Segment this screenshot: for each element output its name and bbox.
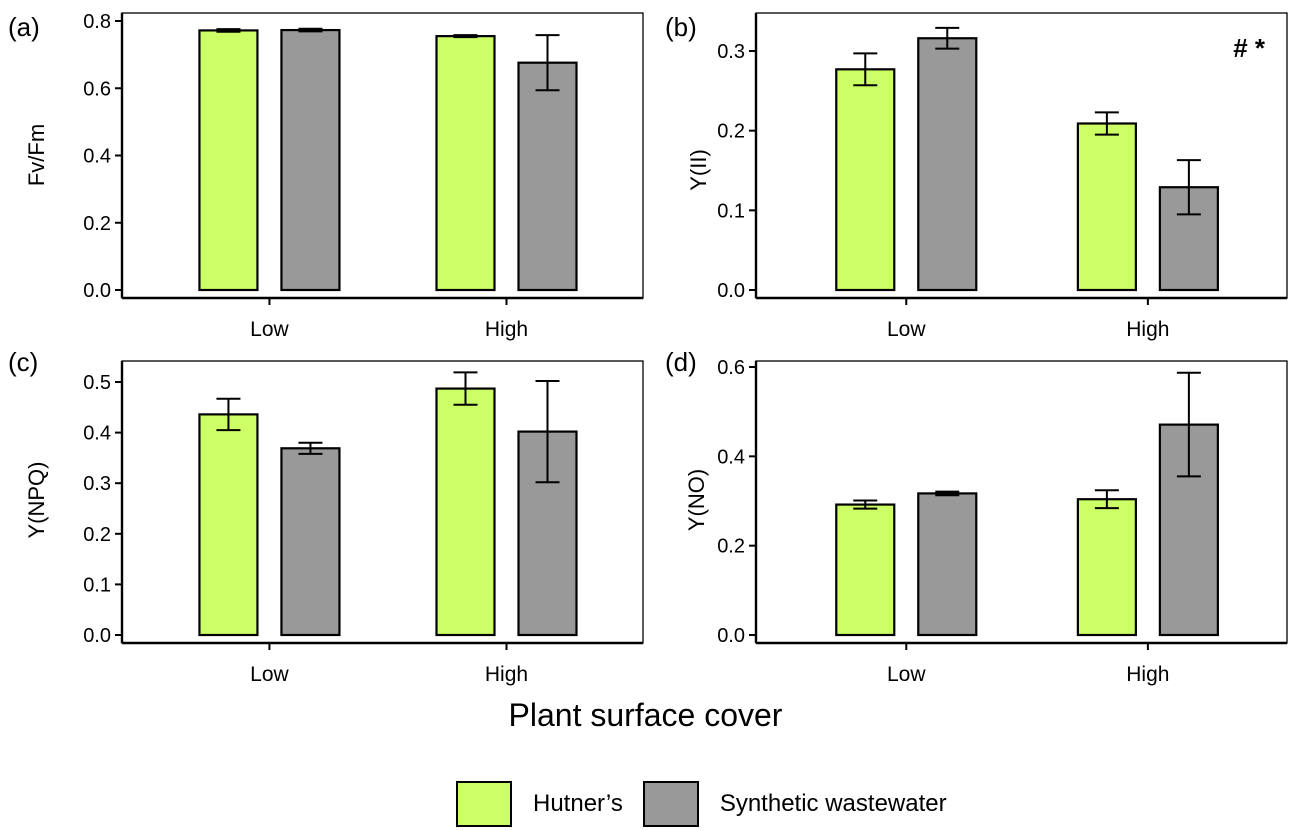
- bar-synthetic-wastewater: [917, 492, 978, 637]
- y-tick-label: 0.8: [83, 11, 111, 33]
- y-tick-label: 0.4: [83, 423, 111, 445]
- panel-tag-b: (b): [665, 12, 697, 42]
- y-tick-label: 0.0: [717, 280, 745, 302]
- bar-hutners: [435, 387, 496, 637]
- x-tick-label: Low: [887, 663, 926, 686]
- legend: Hutner’s Synthetic wastewater: [456, 778, 967, 830]
- panel-tag-a: (a): [8, 12, 40, 42]
- bar-hutners: [835, 68, 896, 292]
- panel-tag-d: (d): [665, 347, 697, 377]
- panel-tag-c: (c): [8, 347, 39, 377]
- bar-synthetic-wastewater: [280, 28, 341, 292]
- x-tick-label: High: [485, 318, 528, 341]
- y-tick-label: 0.5: [83, 372, 111, 394]
- panel-c-chart: 0.0 0.1 0.2 0.3 0.4 0.5 Y(NPQ) Low High: [24, 360, 644, 686]
- y-tick-label: 0.0: [83, 625, 111, 647]
- x-tick-label: Low: [887, 318, 926, 341]
- bar-hutners: [835, 503, 896, 637]
- legend-item-hutners: Hutner’s: [456, 781, 623, 827]
- panel-d-chart: 0.0 0.2 0.4 0.6 Y(NO) Low High: [684, 357, 1288, 686]
- y-tick-label: 0.3: [83, 473, 111, 495]
- y-tick-label: 0.6: [83, 78, 111, 100]
- x-tick-label: High: [485, 663, 528, 686]
- y-axis-label: Fv/Fm: [24, 124, 49, 186]
- y-tick-label: 0.2: [83, 213, 111, 235]
- bar-hutners: [198, 29, 259, 292]
- y-tick-label: 0.3: [717, 41, 745, 63]
- y-tick-label: 0.4: [83, 146, 111, 168]
- y-tick-label: 0.4: [717, 446, 745, 468]
- bar-synthetic-wastewater: [517, 61, 578, 292]
- x-tick-label: High: [1126, 663, 1169, 686]
- bar-hutners: [1076, 498, 1137, 637]
- y-axis-label: Y(NPQ): [24, 462, 49, 539]
- y-tick-label: 0.2: [83, 524, 111, 546]
- legend-item-synthetic-wastewater: Synthetic wastewater: [642, 781, 947, 827]
- bar-hutners: [1076, 122, 1137, 292]
- legend-key-synthetic-wastewater: [642, 781, 699, 827]
- x-tick-label: High: [1126, 318, 1169, 341]
- y-tick-label: 0.2: [717, 536, 745, 558]
- bar-hutners: [198, 413, 259, 637]
- significance-annotation: # *: [1233, 33, 1266, 63]
- y-tick-label: 0.0: [83, 280, 111, 302]
- y-axis-label: Y(II): [686, 149, 711, 191]
- bar-synthetic-wastewater: [917, 37, 978, 292]
- bar-synthetic-wastewater: [280, 447, 341, 637]
- legend-key-hutners: [456, 781, 512, 827]
- y-axis-label: Y(NO): [684, 469, 709, 531]
- legend-label-synthetic-wastewater: Synthetic wastewater: [719, 790, 947, 817]
- shared-x-axis-label: Plant surface cover: [508, 697, 783, 733]
- y-tick-label: 0.1: [83, 574, 111, 596]
- y-tick-label: 0.0: [717, 625, 745, 647]
- panel-b-chart: 0.0 0.1 0.2 0.3 Y(II) Low High # *: [686, 12, 1288, 341]
- x-tick-label: Low: [250, 663, 289, 686]
- y-tick-label: 0.2: [717, 121, 745, 143]
- x-tick-label: Low: [250, 318, 289, 341]
- bar-hutners: [435, 35, 496, 292]
- legend-label-hutners: Hutner’s: [533, 790, 623, 817]
- panel-a-chart: 0.0 0.2 0.4 0.6 0.8 Fv/Fm Low High: [24, 11, 644, 341]
- y-tick-label: 0.6: [717, 357, 745, 379]
- y-tick-label: 0.1: [717, 200, 745, 222]
